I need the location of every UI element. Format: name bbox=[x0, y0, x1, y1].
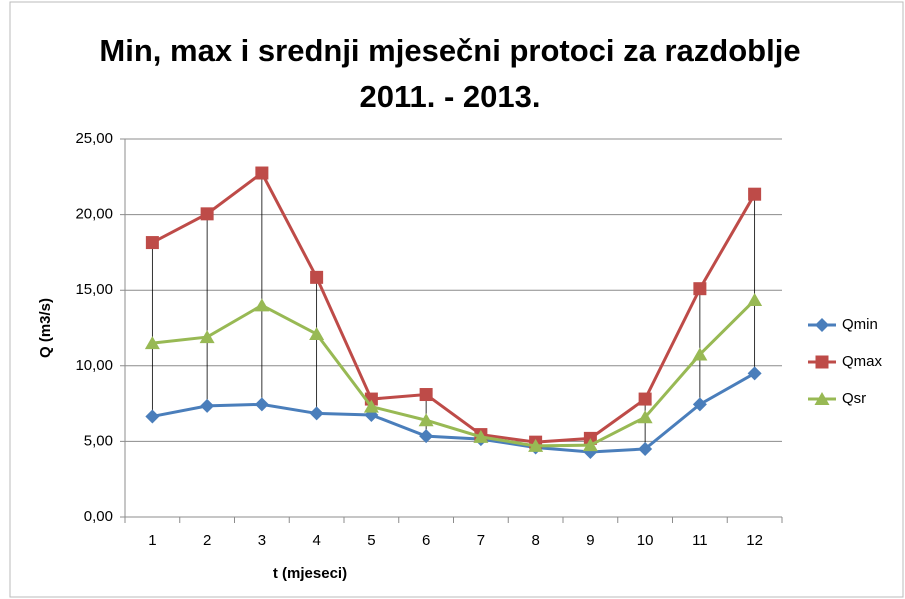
point bbox=[255, 166, 269, 180]
y-tick-label: 0,00 bbox=[84, 508, 113, 525]
point bbox=[254, 397, 269, 412]
legend-label: Qmax bbox=[842, 353, 883, 370]
x-tick-label: 7 bbox=[477, 532, 485, 549]
point bbox=[418, 413, 434, 427]
legend-label: Qmin bbox=[842, 316, 878, 333]
series-line bbox=[151, 170, 756, 444]
point bbox=[582, 438, 598, 452]
series-line bbox=[152, 372, 756, 454]
point bbox=[473, 429, 489, 443]
y-tick-label: 25,00 bbox=[75, 130, 113, 147]
point bbox=[419, 388, 433, 402]
x-tick-label: 4 bbox=[312, 532, 320, 549]
x-tick-label: 6 bbox=[422, 532, 430, 549]
y-tick-label: 5,00 bbox=[84, 432, 113, 449]
point bbox=[145, 409, 160, 424]
point bbox=[693, 282, 707, 296]
point bbox=[747, 366, 762, 381]
x-tick-label: 9 bbox=[586, 532, 594, 549]
y-tick-label: 20,00 bbox=[75, 206, 113, 223]
point bbox=[748, 187, 762, 201]
point bbox=[528, 438, 544, 452]
point bbox=[145, 236, 159, 250]
legend-marker bbox=[814, 392, 830, 405]
point bbox=[637, 410, 653, 424]
x-tick-label: 10 bbox=[637, 532, 654, 549]
point bbox=[144, 336, 160, 350]
point bbox=[692, 347, 708, 361]
point bbox=[254, 298, 270, 312]
legend-label: Qsr bbox=[842, 390, 866, 407]
point bbox=[199, 330, 215, 344]
y-axis-label: Q (m3/s) bbox=[37, 298, 54, 358]
x-tick-label: 2 bbox=[203, 532, 211, 549]
point bbox=[747, 293, 763, 307]
x-tick-label: 8 bbox=[531, 532, 539, 549]
point bbox=[638, 441, 653, 456]
point bbox=[309, 327, 325, 341]
x-tick-label: 1 bbox=[148, 532, 156, 549]
legend-marker bbox=[815, 355, 829, 369]
point bbox=[638, 392, 652, 406]
x-tick-label: 5 bbox=[367, 532, 375, 549]
point bbox=[692, 397, 707, 412]
x-tick-label: 3 bbox=[258, 532, 266, 549]
point bbox=[363, 399, 379, 413]
point bbox=[200, 398, 215, 413]
x-tick-label: 12 bbox=[746, 532, 763, 549]
y-tick-label: 10,00 bbox=[75, 357, 113, 374]
x-axis-label: t (mjeseci) bbox=[273, 565, 347, 582]
x-tick-label: 11 bbox=[692, 532, 708, 549]
y-tick-label: 15,00 bbox=[75, 281, 113, 298]
point bbox=[310, 270, 324, 284]
point bbox=[200, 207, 214, 221]
point bbox=[419, 429, 434, 444]
series-line bbox=[152, 298, 756, 448]
chart-title: Min, max i srednji mjesečni protoci za r… bbox=[99, 33, 801, 114]
point bbox=[309, 406, 324, 421]
legend-marker bbox=[815, 318, 829, 332]
